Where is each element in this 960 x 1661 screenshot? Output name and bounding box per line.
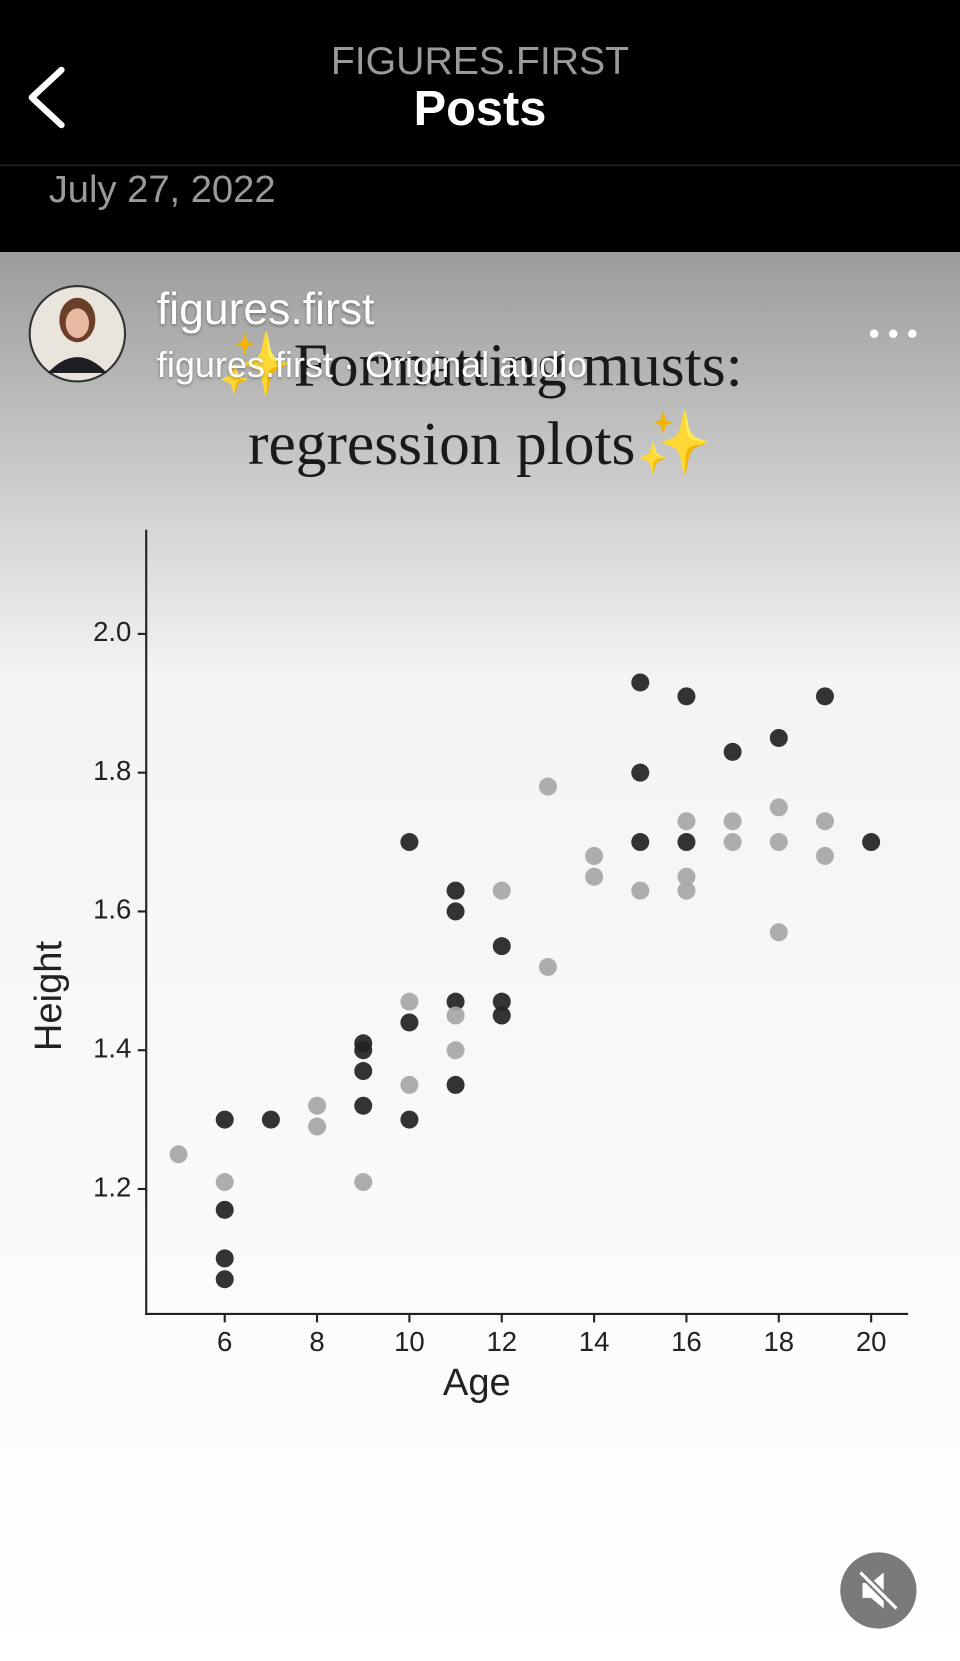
username[interactable]: figures.first: [156, 283, 375, 334]
x-tick-label: 8: [309, 1326, 324, 1357]
data-point: [215, 1249, 234, 1268]
data-point: [400, 992, 419, 1011]
data-point: [308, 1096, 327, 1115]
data-point: [769, 833, 788, 852]
data-point: [862, 833, 881, 852]
account-name: FIGURES.FIRST: [331, 40, 629, 83]
back-button[interactable]: [28, 66, 65, 129]
data-point: [677, 812, 696, 831]
x-axis-label: Age: [443, 1361, 511, 1404]
data-point: [354, 1062, 373, 1081]
data-point: [677, 867, 696, 886]
data-point: [585, 846, 604, 865]
data-point: [815, 687, 834, 706]
data-point: [723, 833, 742, 852]
data-point: [308, 1117, 327, 1136]
x-tick-label: 12: [486, 1326, 517, 1357]
more-options[interactable]: [869, 329, 917, 339]
x-tick-label: 6: [217, 1326, 232, 1357]
data-point: [446, 902, 465, 921]
data-point: [400, 1110, 419, 1129]
audio-label[interactable]: figures.first · Original audio: [156, 345, 588, 386]
data-point: [492, 881, 511, 900]
x-tick-label: 14: [579, 1326, 610, 1357]
data-point: [769, 798, 788, 817]
x-tick-label: 10: [394, 1326, 425, 1357]
data-point: [261, 1110, 280, 1129]
data-point: [215, 1110, 234, 1129]
data-point: [492, 1006, 511, 1025]
y-tick-label: 1.6: [93, 894, 131, 925]
data-point: [677, 833, 696, 852]
x-tick-label: 18: [763, 1326, 794, 1357]
data-point: [169, 1145, 188, 1164]
data-point: [215, 1200, 234, 1219]
y-tick-label: 2.0: [93, 616, 131, 647]
data-point: [354, 1096, 373, 1115]
data-point: [631, 833, 650, 852]
x-tick-label: 20: [856, 1326, 887, 1357]
data-point: [400, 833, 419, 852]
data-point: [769, 923, 788, 942]
data-point: [446, 1075, 465, 1094]
avatar[interactable]: [28, 285, 127, 383]
y-tick-label: 1.8: [93, 755, 131, 786]
mute-button[interactable]: [840, 1552, 917, 1629]
data-point: [354, 1041, 373, 1060]
post-date: July 27, 2022: [49, 168, 276, 211]
y-axis-label: Height: [27, 941, 70, 1052]
data-point: [215, 1173, 234, 1192]
data-point: [446, 1041, 465, 1060]
data-point: [538, 957, 557, 976]
scatter-plot: Height Age 2.0 1.8 1.6 1.4 1.2 6 8 10 12 14 16 18 20: [27, 529, 909, 1404]
data-point: [631, 763, 650, 782]
y-tick-label: 1.2: [93, 1171, 131, 1202]
data-point: [446, 881, 465, 900]
data-point: [538, 777, 557, 796]
data-point: [631, 881, 650, 900]
data-point: [354, 1173, 373, 1192]
data-point: [723, 742, 742, 761]
data-point: [215, 1270, 234, 1289]
data-point: [815, 846, 834, 865]
header-bg: [0, 0, 960, 253]
data-point: [446, 1006, 465, 1025]
data-point: [677, 687, 696, 706]
data-point: [446, 992, 465, 1011]
data-point: [631, 673, 650, 692]
x-tick-label: 16: [671, 1326, 702, 1357]
data-point: [677, 881, 696, 900]
data-point: [400, 1075, 419, 1094]
data-point: [815, 812, 834, 831]
data-point: [492, 992, 511, 1011]
data-point: [492, 937, 511, 956]
data-point: [585, 867, 604, 886]
data-point: [400, 1013, 419, 1032]
page-title: Posts: [414, 82, 547, 136]
data-point: [723, 812, 742, 831]
post-bg: [0, 252, 960, 1661]
data-point: [769, 728, 788, 747]
chart-title: ✨Formatting musts: regression plots✨: [217, 330, 743, 478]
y-tick-label: 1.4: [93, 1033, 131, 1064]
